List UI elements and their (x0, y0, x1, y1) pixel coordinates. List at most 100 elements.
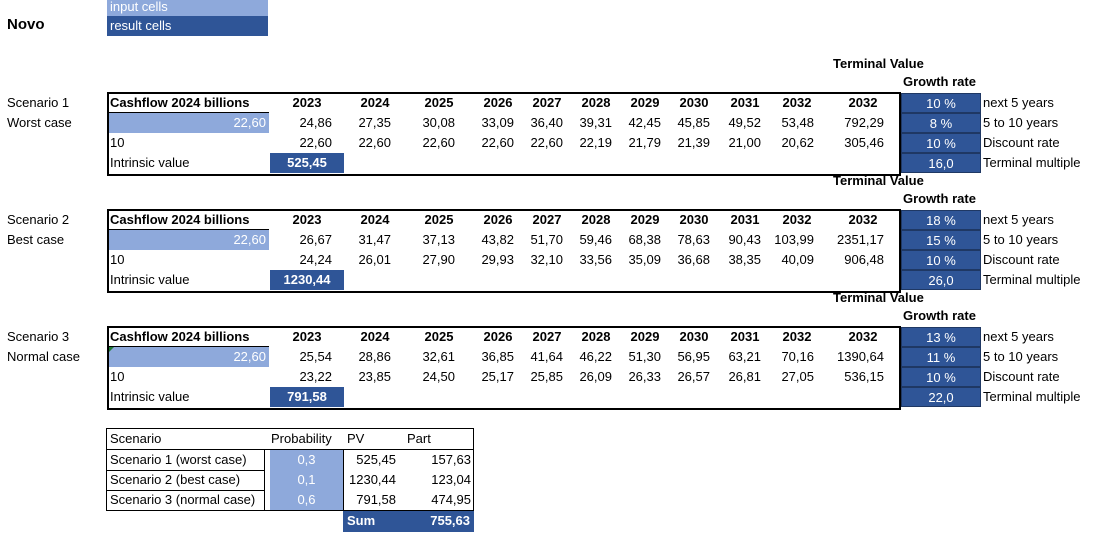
intrinsic-value-result[interactable]: 525,45 (270, 153, 344, 173)
discounted-cashflow-cell[interactable]: 26,01 (358, 252, 391, 267)
year-header-7[interactable]: 2030 (679, 95, 709, 110)
probability-input-cell[interactable]: 0,6 (270, 490, 343, 510)
probability-input-cell[interactable]: 0,1 (270, 470, 343, 490)
discounted-cashflow-cell[interactable]: 21,79 (628, 135, 661, 150)
year-header-8[interactable]: 2031 (730, 95, 760, 110)
discounted-cashflow-cell[interactable]: 21,00 (728, 135, 761, 150)
growth-rate-cell[interactable]: 16,0 (901, 153, 981, 173)
growth-rate-cell[interactable]: 10 % (901, 93, 981, 113)
projected-cashflow-cell[interactable]: 59,46 (579, 232, 612, 247)
growth-rate-cell[interactable]: 10 % (901, 367, 981, 387)
growth-rate-cell[interactable]: 26,0 (901, 270, 981, 290)
projected-cashflow-cell[interactable]: 33,09 (481, 115, 514, 130)
projected-cashflow-cell[interactable]: 37,13 (422, 232, 455, 247)
year-header-3[interactable]: 2026 (483, 95, 513, 110)
projected-cashflow-cell[interactable]: 24,86 (299, 115, 332, 130)
projected-cashflow-cell[interactable]: 25,54 (299, 349, 332, 364)
projected-cashflow-cell[interactable]: 1390,64 (837, 349, 884, 364)
discounted-cashflow-cell[interactable]: 23,85 (358, 369, 391, 384)
year-header-10[interactable]: 2032 (848, 329, 878, 344)
year-header-0[interactable]: 2023 (292, 95, 322, 110)
projected-cashflow-cell[interactable]: 2351,17 (837, 232, 884, 247)
year-header-2[interactable]: 2025 (424, 95, 454, 110)
projected-cashflow-cell[interactable]: 63,21 (728, 349, 761, 364)
projected-cashflow-cell[interactable]: 27,35 (358, 115, 391, 130)
growth-rate-cell[interactable]: 18 % (901, 210, 981, 230)
summary-header-pv[interactable]: PV (347, 431, 365, 446)
year-header-8[interactable]: 2031 (730, 329, 760, 344)
discounted-cashflow-cell[interactable]: 26,33 (628, 369, 661, 384)
projected-cashflow-cell[interactable]: 43,82 (481, 232, 514, 247)
cashflow-label[interactable]: Cashflow 2024 billions (110, 95, 250, 110)
year-header-7[interactable]: 2030 (679, 329, 709, 344)
projected-cashflow-cell[interactable]: 41,64 (530, 349, 563, 364)
discounted-cashflow-cell[interactable]: 27,05 (781, 369, 814, 384)
summary-scenario-cell[interactable]: Scenario 2 (best case) (110, 472, 241, 487)
intrinsic-value-label[interactable]: Intrinsic value (110, 272, 190, 287)
projected-cashflow-cell[interactable]: 68,38 (628, 232, 661, 247)
year-header-2[interactable]: 2025 (424, 329, 454, 344)
discount-rate-label[interactable]: 10 (110, 135, 125, 150)
projected-cashflow-cell[interactable]: 32,61 (422, 349, 455, 364)
year-header-2[interactable]: 2025 (424, 212, 454, 227)
cashflow-label[interactable]: Cashflow 2024 billions (110, 212, 250, 227)
growth-rate-cell[interactable]: 22,0 (901, 387, 981, 407)
year-header-1[interactable]: 2024 (360, 95, 390, 110)
growth-rate-cell[interactable]: 11 % (901, 347, 981, 367)
projected-cashflow-cell[interactable]: 90,43 (728, 232, 761, 247)
discounted-cashflow-cell[interactable]: 22,60 (358, 135, 391, 150)
projected-cashflow-cell[interactable]: 36,85 (481, 349, 514, 364)
year-header-9[interactable]: 2032 (782, 95, 812, 110)
year-header-6[interactable]: 2029 (630, 212, 660, 227)
summary-pv-cell[interactable]: 525,45 (356, 452, 396, 467)
discounted-cashflow-cell[interactable]: 536,15 (844, 369, 884, 384)
year-header-9[interactable]: 2032 (782, 212, 812, 227)
discounted-cashflow-cell[interactable]: 33,56 (579, 252, 612, 267)
discounted-cashflow-cell[interactable]: 305,46 (844, 135, 884, 150)
intrinsic-value-label[interactable]: Intrinsic value (110, 155, 190, 170)
projected-cashflow-cell[interactable]: 53,48 (781, 115, 814, 130)
projected-cashflow-cell[interactable]: 46,22 (579, 349, 612, 364)
summary-header-scenario[interactable]: Scenario (110, 431, 162, 446)
cashflow-input-cell[interactable]: 22,60 (108, 230, 269, 250)
projected-cashflow-cell[interactable]: 42,45 (628, 115, 661, 130)
year-header-4[interactable]: 2027 (532, 329, 562, 344)
year-header-1[interactable]: 2024 (360, 212, 390, 227)
projected-cashflow-cell[interactable]: 39,31 (579, 115, 612, 130)
summary-part-cell[interactable]: 123,04 (431, 472, 471, 487)
projected-cashflow-cell[interactable]: 70,16 (781, 349, 814, 364)
year-header-6[interactable]: 2029 (630, 95, 660, 110)
projected-cashflow-cell[interactable]: 103,99 (774, 232, 814, 247)
legend-input-cells[interactable]: input cells (107, 0, 268, 16)
discounted-cashflow-cell[interactable]: 35,09 (628, 252, 661, 267)
discounted-cashflow-cell[interactable]: 38,35 (728, 252, 761, 267)
discounted-cashflow-cell[interactable]: 27,90 (422, 252, 455, 267)
discounted-cashflow-cell[interactable]: 22,19 (579, 135, 612, 150)
discounted-cashflow-cell[interactable]: 22,60 (422, 135, 455, 150)
summary-scenario-cell[interactable]: Scenario 1 (worst case) (110, 452, 247, 467)
projected-cashflow-cell[interactable]: 51,30 (628, 349, 661, 364)
year-header-3[interactable]: 2026 (483, 329, 513, 344)
year-header-10[interactable]: 2032 (848, 212, 878, 227)
intrinsic-value-label[interactable]: Intrinsic value (110, 389, 190, 404)
year-header-0[interactable]: 2023 (292, 212, 322, 227)
growth-rate-cell[interactable]: 8 % (901, 113, 981, 133)
discounted-cashflow-cell[interactable]: 25,17 (481, 369, 514, 384)
year-header-9[interactable]: 2032 (782, 329, 812, 344)
projected-cashflow-cell[interactable]: 45,85 (677, 115, 710, 130)
discounted-cashflow-cell[interactable]: 40,09 (781, 252, 814, 267)
discounted-cashflow-cell[interactable]: 906,48 (844, 252, 884, 267)
discounted-cashflow-cell[interactable]: 22,60 (481, 135, 514, 150)
projected-cashflow-cell[interactable]: 30,08 (422, 115, 455, 130)
discounted-cashflow-cell[interactable]: 26,09 (579, 369, 612, 384)
discounted-cashflow-cell[interactable]: 29,93 (481, 252, 514, 267)
year-header-5[interactable]: 2028 (581, 95, 611, 110)
summary-scenario-cell[interactable]: Scenario 3 (normal case) (110, 492, 256, 507)
year-header-4[interactable]: 2027 (532, 95, 562, 110)
year-header-5[interactable]: 2028 (581, 329, 611, 344)
discounted-cashflow-cell[interactable]: 24,24 (299, 252, 332, 267)
discounted-cashflow-cell[interactable]: 36,68 (677, 252, 710, 267)
discount-rate-label[interactable]: 10 (110, 369, 125, 384)
projected-cashflow-cell[interactable]: 28,86 (358, 349, 391, 364)
summary-part-cell[interactable]: 157,63 (431, 452, 471, 467)
